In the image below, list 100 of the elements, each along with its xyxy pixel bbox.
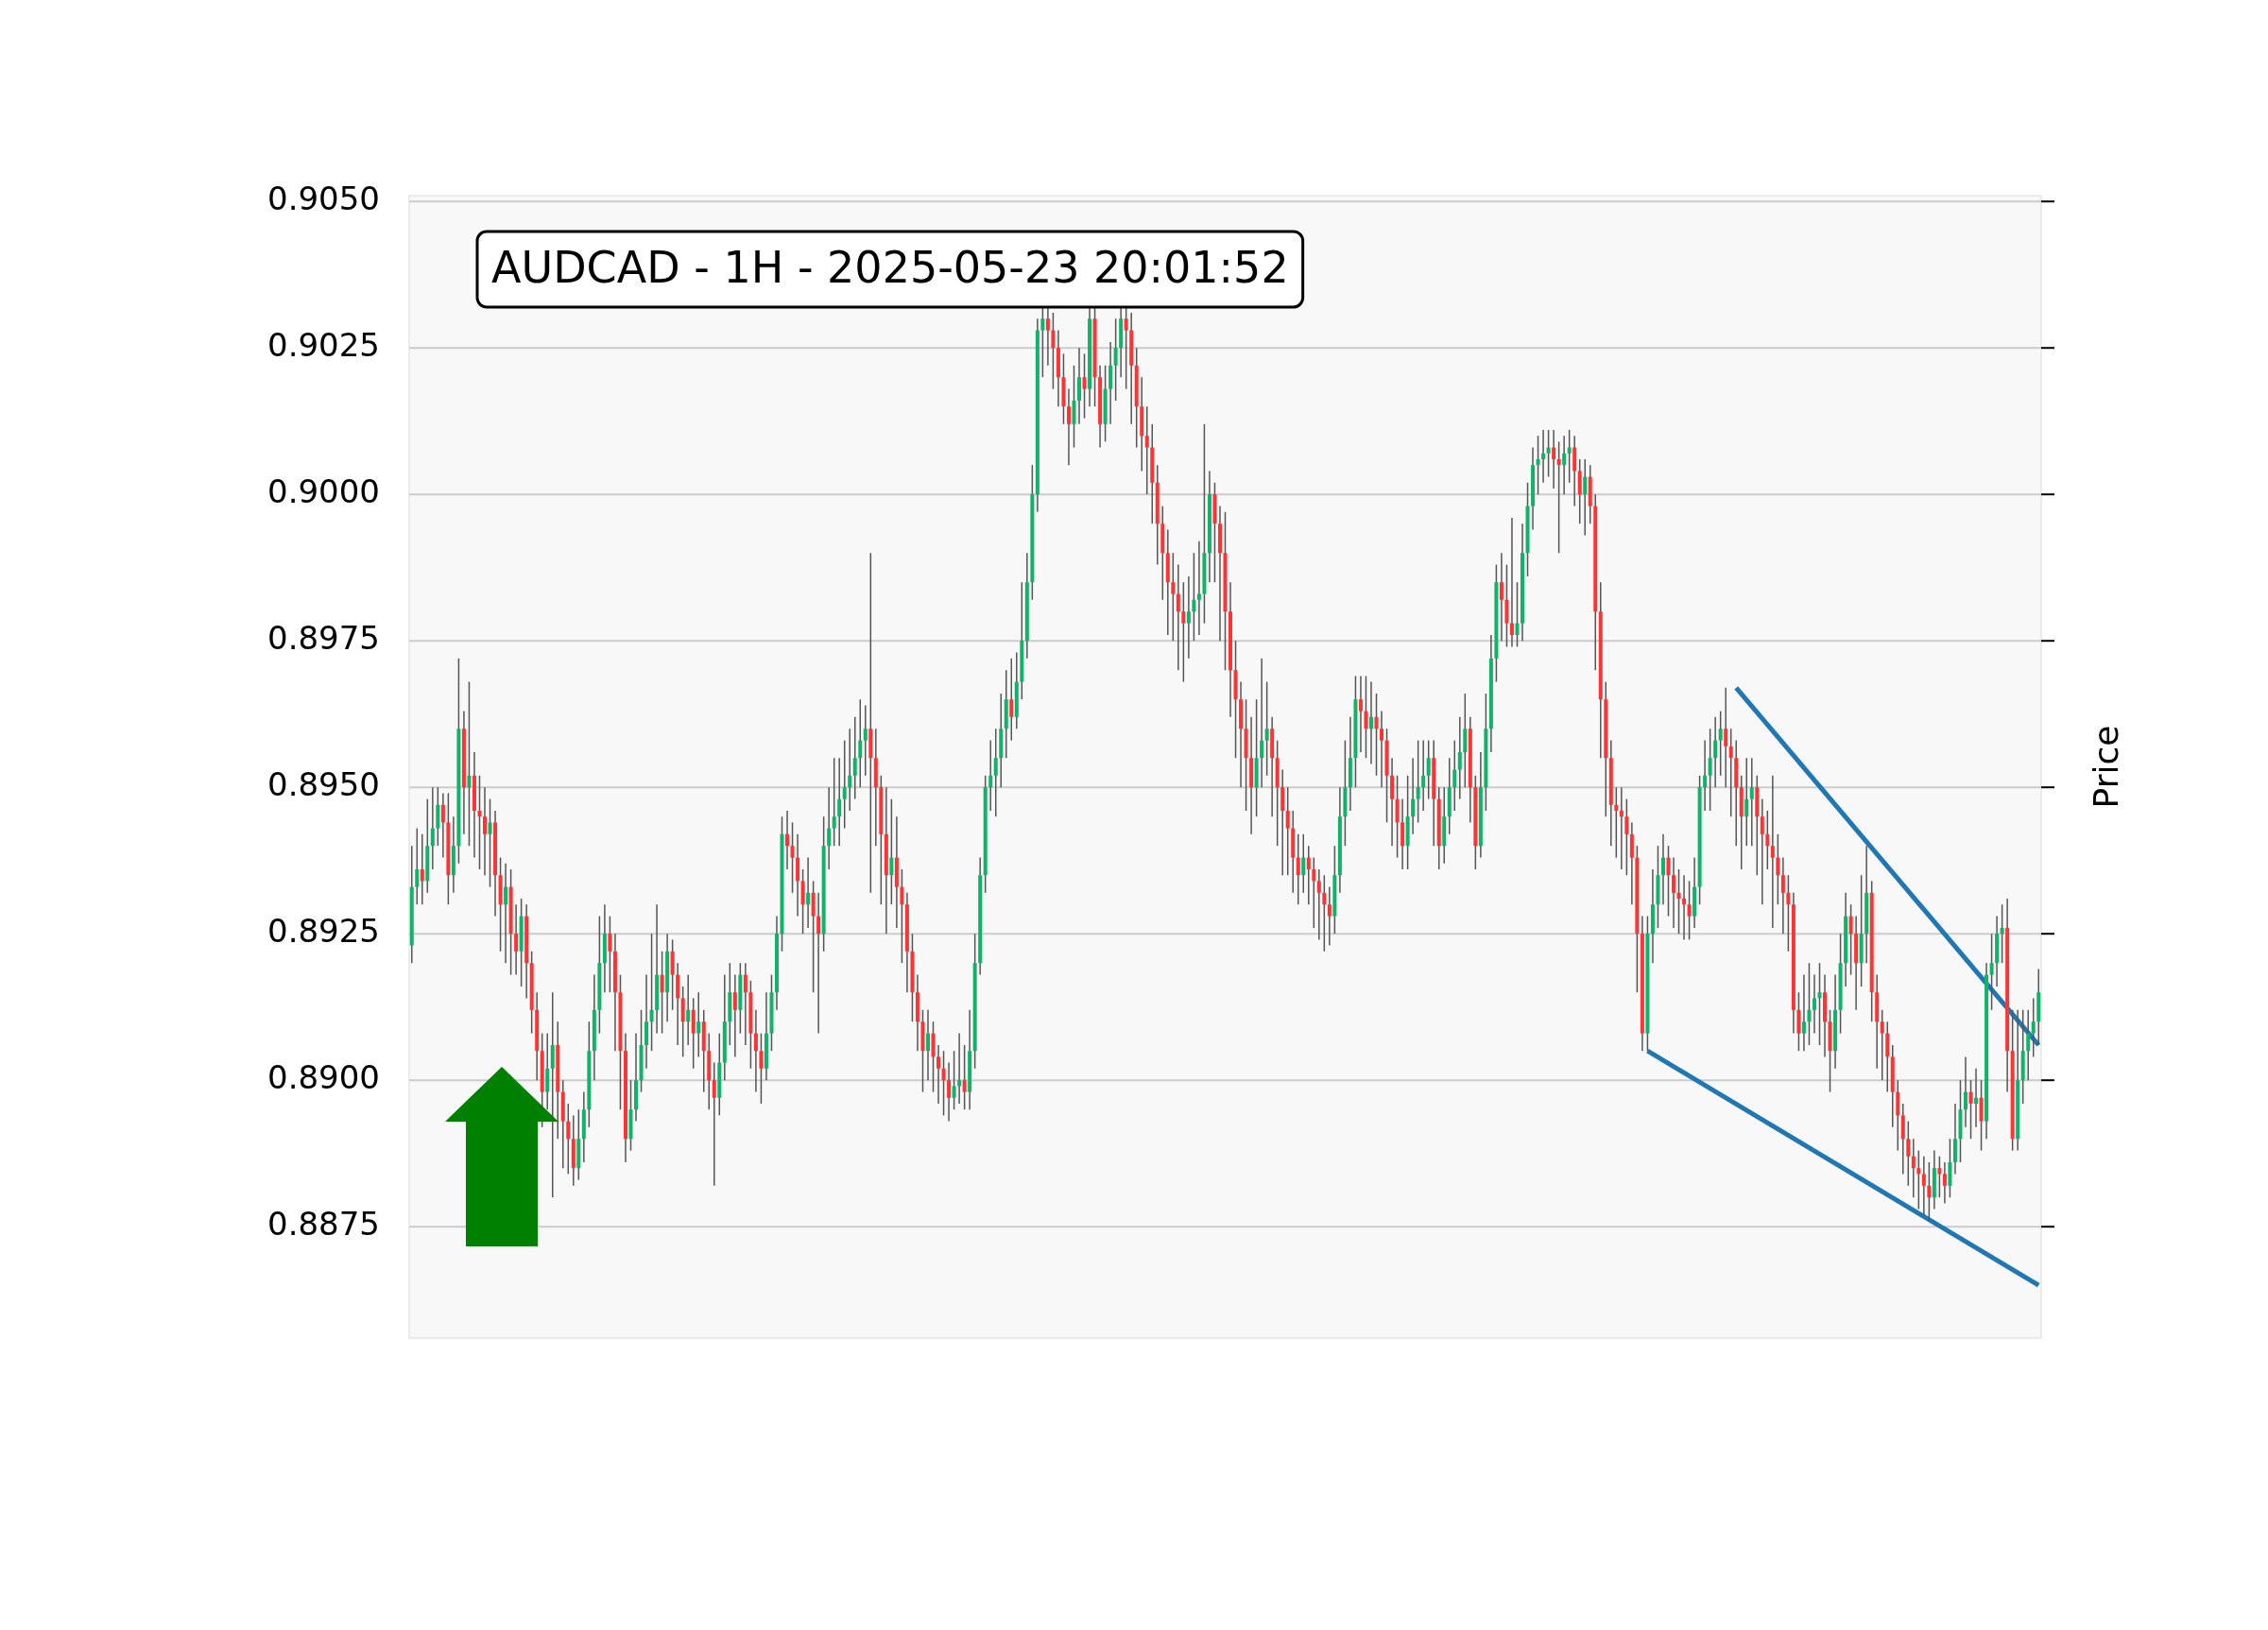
candlestick bbox=[1082, 352, 1087, 420]
candlestick bbox=[889, 798, 894, 905]
candlestick bbox=[1124, 306, 1128, 390]
candlestick bbox=[1786, 874, 1791, 952]
candlestick bbox=[1192, 552, 1196, 642]
candlestick bbox=[1660, 833, 1665, 905]
candlestick bbox=[952, 1050, 956, 1110]
candlestick bbox=[1583, 458, 1588, 537]
y-tick-label: 0.9000 bbox=[267, 472, 380, 511]
candlestick bbox=[1744, 757, 1749, 847]
y-tick-label: 0.8900 bbox=[267, 1058, 380, 1097]
candlestick bbox=[440, 792, 445, 859]
candlestick bbox=[1728, 728, 1733, 817]
candlestick bbox=[1452, 739, 1457, 812]
candlestick bbox=[608, 915, 612, 993]
candlestick bbox=[806, 856, 811, 929]
candlestick bbox=[1051, 312, 1056, 390]
y-tick-label: 0.8950 bbox=[267, 765, 380, 804]
candlestick bbox=[832, 757, 836, 847]
candlestick bbox=[1546, 429, 1551, 478]
candlestick bbox=[936, 1044, 941, 1105]
text: AUDCAD - 1H - 2025-05-23 20:01:52 bbox=[491, 241, 1289, 293]
candlestick bbox=[467, 680, 472, 847]
candlestick bbox=[1426, 739, 1431, 800]
candlestick bbox=[1974, 1068, 1979, 1128]
candlestick bbox=[1296, 833, 1300, 905]
candlestick bbox=[1374, 693, 1379, 777]
candlestick bbox=[1306, 845, 1311, 905]
candlestick bbox=[743, 962, 747, 1046]
candlestick bbox=[1770, 775, 1775, 929]
y-tick-label: 0.8925 bbox=[267, 912, 380, 951]
candlestick bbox=[1880, 1009, 1884, 1081]
candlestick bbox=[759, 1032, 764, 1105]
candlestick bbox=[1196, 540, 1201, 636]
candlestick bbox=[1780, 856, 1785, 935]
candlestick bbox=[1942, 1161, 1947, 1205]
candlestick bbox=[852, 716, 857, 800]
candlestick bbox=[1916, 1149, 1921, 1210]
candlestick bbox=[863, 704, 868, 777]
candlestick bbox=[1676, 868, 1681, 935]
candlestick bbox=[1848, 903, 1853, 976]
candlestick bbox=[2026, 1009, 2031, 1081]
candlestick bbox=[1541, 429, 1546, 484]
candlestick bbox=[2000, 903, 2004, 964]
candlestick bbox=[1624, 798, 1629, 876]
candlestick bbox=[686, 973, 691, 1046]
candlestick bbox=[947, 1061, 952, 1123]
candlestick bbox=[1457, 716, 1462, 800]
candlestick bbox=[858, 698, 863, 788]
candlestick bbox=[1040, 306, 1045, 378]
candlestick bbox=[1749, 757, 1754, 847]
candlestick bbox=[1316, 868, 1321, 941]
candlestick bbox=[1760, 798, 1764, 905]
candlestick bbox=[827, 786, 832, 870]
candlestick bbox=[962, 1044, 967, 1110]
candlestick bbox=[514, 903, 519, 976]
y-axis-title: Price bbox=[2087, 725, 2126, 809]
candlestick bbox=[420, 833, 424, 905]
candlestick bbox=[1260, 658, 1264, 788]
candlestick bbox=[1327, 885, 1332, 947]
candlestick bbox=[1009, 658, 1014, 742]
candlestick bbox=[1812, 973, 1816, 1035]
candlestick bbox=[1817, 962, 1822, 1046]
candlestick bbox=[1911, 1138, 1916, 1198]
candlestick bbox=[785, 810, 790, 870]
candlestick bbox=[415, 827, 420, 905]
candlestick bbox=[1989, 933, 1994, 1011]
candlestick bbox=[1968, 1079, 1973, 1140]
candlestick bbox=[1682, 874, 1687, 941]
candlestick bbox=[1515, 581, 1520, 648]
candlestick bbox=[477, 775, 482, 870]
candlestick bbox=[1708, 728, 1712, 812]
candlestick bbox=[1666, 845, 1671, 918]
candlestick bbox=[1801, 973, 1806, 1052]
candlestick bbox=[1312, 856, 1316, 929]
candlestick bbox=[1171, 552, 1176, 642]
candlestick bbox=[1176, 563, 1180, 671]
candlestick bbox=[988, 739, 993, 812]
candlestick bbox=[1687, 880, 1692, 941]
candlestick bbox=[649, 933, 654, 1052]
candlestick bbox=[837, 757, 842, 847]
candlestick bbox=[430, 786, 435, 870]
candlestick bbox=[1301, 833, 1306, 894]
candlestick bbox=[900, 868, 904, 964]
candlestick bbox=[1927, 1161, 1932, 1222]
candlestick bbox=[1411, 757, 1416, 835]
candlestick bbox=[1937, 1156, 1942, 1198]
candlestick bbox=[696, 991, 701, 1058]
candlestick bbox=[790, 821, 795, 894]
candlestick bbox=[483, 786, 488, 876]
candlestick bbox=[1509, 517, 1514, 648]
y-tick-label: 0.8875 bbox=[267, 1205, 380, 1244]
candlestick bbox=[1807, 962, 1812, 1046]
y-tick-label: 0.9050 bbox=[267, 180, 380, 218]
candlestick bbox=[1562, 435, 1567, 495]
candlestick bbox=[1921, 1156, 1926, 1216]
candlestick bbox=[1066, 387, 1071, 466]
candlestick bbox=[1364, 675, 1368, 759]
candlestick bbox=[1556, 440, 1561, 554]
candlestick bbox=[1045, 306, 1050, 367]
